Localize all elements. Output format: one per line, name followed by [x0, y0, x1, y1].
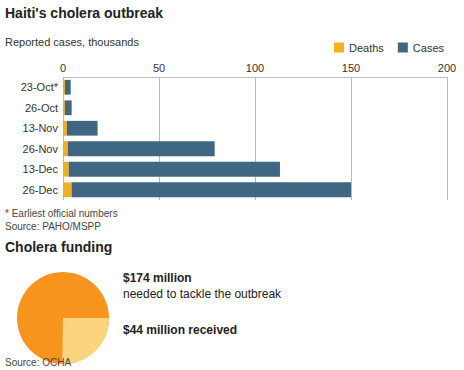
svg-text:13-Nov: 13-Nov [23, 122, 59, 134]
svg-text:Source: PAHO/MSPP: Source: PAHO/MSPP [5, 221, 101, 232]
svg-text:26-Oct: 26-Oct [25, 102, 58, 114]
svg-text:23-Oct*: 23-Oct* [21, 81, 59, 93]
svg-text:26-Nov: 26-Nov [23, 143, 59, 155]
svg-text:50: 50 [153, 62, 165, 74]
svg-text:0: 0 [60, 62, 66, 74]
svg-text:13-Dec: 13-Dec [23, 163, 59, 175]
svg-text:Cholera funding: Cholera funding [5, 239, 112, 255]
svg-text:26-Dec: 26-Dec [23, 184, 59, 196]
svg-text:$44 million received: $44 million received [123, 323, 237, 337]
svg-text:150: 150 [342, 62, 360, 74]
svg-text:Haiti's cholera outbreak: Haiti's cholera outbreak [5, 5, 163, 21]
svg-text:* Earliest official numbers: * Earliest official numbers [5, 208, 118, 219]
svg-text:$174 million: $174 million [123, 271, 192, 285]
svg-text:200: 200 [438, 62, 456, 74]
svg-text:100: 100 [246, 62, 264, 74]
svg-text:Deaths: Deaths [349, 42, 384, 54]
svg-text:Cases: Cases [413, 42, 445, 54]
svg-text:Reported cases, thousands: Reported cases, thousands [5, 36, 139, 48]
svg-text:Source: OCHA: Source: OCHA [5, 357, 71, 368]
svg-text:needed to tackle the outbreak: needed to tackle the outbreak [123, 287, 282, 301]
